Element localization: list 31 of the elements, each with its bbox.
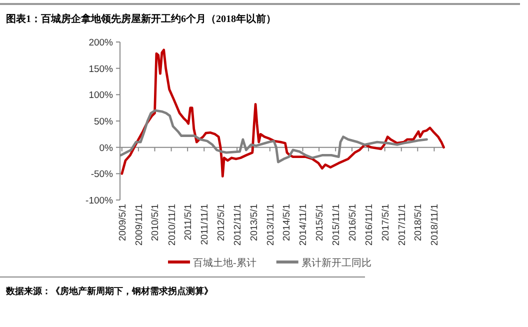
x-tick-label: 2009/5/1 — [117, 204, 128, 241]
x-tick-label: 2015/5/1 — [314, 204, 326, 241]
x-tick-label: 2014/11/1 — [298, 204, 310, 246]
x-tick-label: 2017/11/1 — [396, 204, 408, 246]
y-tick-label: -100% — [86, 196, 114, 206]
y-tick-label: 100% — [88, 90, 114, 102]
x-tick-label: 2017/5/1 — [380, 204, 392, 241]
x-tick-label: 2013/11/1 — [265, 204, 276, 246]
x-tick-label: 2011/5/1 — [183, 204, 194, 240]
source-note: 数据来源：《房地产新周期下，钢材需求拐点测算》 — [5, 286, 213, 296]
x-tick-label: 2014/5/1 — [282, 204, 293, 241]
x-tick-label: 2010/5/1 — [150, 204, 162, 241]
x-tick-label: 2012/5/1 — [216, 204, 228, 241]
y-tick-label: 200% — [88, 38, 114, 48]
x-tick-label: 2015/11/1 — [331, 204, 342, 246]
x-tick-label: 2010/11/1 — [166, 204, 178, 246]
x-tick-label: 2012/11/1 — [232, 204, 244, 246]
y-tick-label: 50% — [94, 116, 114, 128]
x-tick-label: 2018/11/1 — [430, 204, 441, 246]
x-tick-label: 2016/11/1 — [364, 204, 376, 246]
x-tick-label: 2018/5/1 — [413, 204, 424, 241]
x-tick-label: 2011/11/1 — [200, 204, 211, 245]
y-tick-label: 150% — [88, 64, 114, 75]
legend-label: 百城土地-累计 — [193, 257, 256, 269]
x-tick-label: 2016/5/1 — [347, 204, 358, 241]
y-tick-label: -50% — [90, 169, 114, 180]
x-tick-label: 2009/11/1 — [134, 204, 145, 246]
y-tick-label: 0% — [99, 142, 114, 154]
x-tick-label: 2013/5/1 — [248, 204, 260, 241]
legend-label: 累计新开工同比 — [301, 257, 372, 269]
chart-title: 图表1：百城房企拿地领先房屋新开工约6个月（2018年以前） — [6, 13, 276, 25]
